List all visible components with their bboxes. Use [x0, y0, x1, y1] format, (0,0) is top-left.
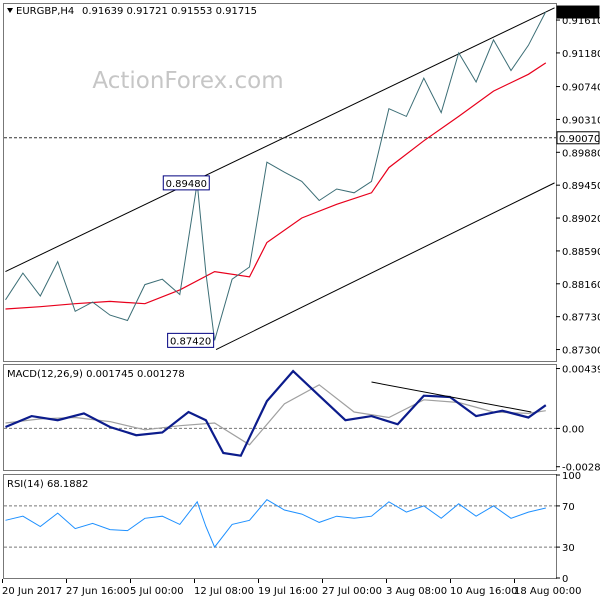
rsi-panel-frame [3, 474, 557, 579]
rsi-y-tick-label: 70 [562, 502, 575, 513]
level-price-box [556, 131, 600, 145]
price-y-tick-label: 0.91610 [562, 16, 600, 27]
macd-title: MACD(12,26,9) 0.001745 0.001278 [7, 369, 185, 380]
macd-line [5, 369, 547, 457]
price-y-tick-label: 0.89880 [562, 148, 600, 159]
annotation-low-text: 0.87420 [170, 336, 211, 347]
macd-trendline [371, 381, 532, 413]
x-tick-label: 27 Jul 00:00 [322, 586, 382, 597]
price-layer: 0.89480 0.87420 [4, 7, 556, 350]
chart-symbol-label: EURGBP,H4 [16, 6, 74, 17]
annotation-high-text: 0.89480 [166, 179, 207, 190]
x-tick-label: 12 Jul 08:00 [194, 586, 254, 597]
dropdown-triangle-icon[interactable] [7, 8, 13, 13]
channel-line-upper [5, 7, 555, 273]
watermark-text: ActionForex.com [92, 68, 283, 94]
price-panel-frame [3, 3, 557, 362]
rsi-title: RSI(14) 68.1882 [7, 479, 88, 490]
rsi-y-tick-label: 100 [562, 471, 581, 482]
price-y-tick-label: 0.88160 [562, 280, 600, 291]
macd-panel-frame [3, 364, 557, 471]
price-y-tick-label: 0.90740 [562, 83, 600, 94]
current-price-text: 0.91715 [559, 8, 600, 19]
x-tick-label: 19 Jul 16:00 [258, 586, 318, 597]
macd-y-tick-label: 0.00439 [562, 365, 600, 376]
axis-layer: 0.91610 0.91180 0.90740 0.90310 0.89880 0.894… [2, 5, 600, 597]
annotation-high-box [162, 175, 210, 191]
x-tick-label: 3 Aug 08:00 [386, 586, 447, 597]
price-y-tick-label: 0.87300 [562, 346, 600, 357]
chart-ohlc-label: 0.91639 0.91721 0.91553 0.91715 [82, 6, 257, 17]
x-tick-label: 27 Jun 16:00 [66, 586, 130, 597]
price-line [5, 11, 547, 341]
x-tick-label: 10 Aug 16:00 [450, 586, 517, 597]
macd-layer [4, 369, 556, 457]
x-tick-label: 20 Jun 2017 [2, 586, 62, 597]
rsi-layer [4, 499, 556, 549]
price-y-tick-label: 0.88590 [562, 247, 600, 258]
current-price-box [556, 5, 600, 19]
price-y-tick-label: 0.87730 [562, 313, 600, 324]
macd-y-tick-label: 0.00 [562, 424, 584, 435]
macd-y-tick-label: -0.002809 [562, 463, 600, 474]
x-tick-label: 5 Jul 00:00 [130, 586, 184, 597]
rsi-y-tick-label: 30 [562, 543, 575, 554]
annotation-low-box [167, 332, 215, 348]
price-y-tick-label: 0.90310 [562, 115, 600, 126]
sma-line [5, 62, 547, 310]
rsi-y-tick-label: 0 [562, 574, 568, 585]
x-tick-label: 18 Aug 00:00 [514, 586, 581, 597]
channel-line-lower [215, 182, 555, 350]
rsi-line [5, 499, 546, 549]
level-price-text: 0.90070 [559, 134, 600, 145]
price-y-tick-label: 0.91180 [562, 49, 600, 60]
price-y-tick-label: 0.89020 [562, 214, 600, 225]
price-y-tick-label: 0.89450 [562, 181, 600, 192]
